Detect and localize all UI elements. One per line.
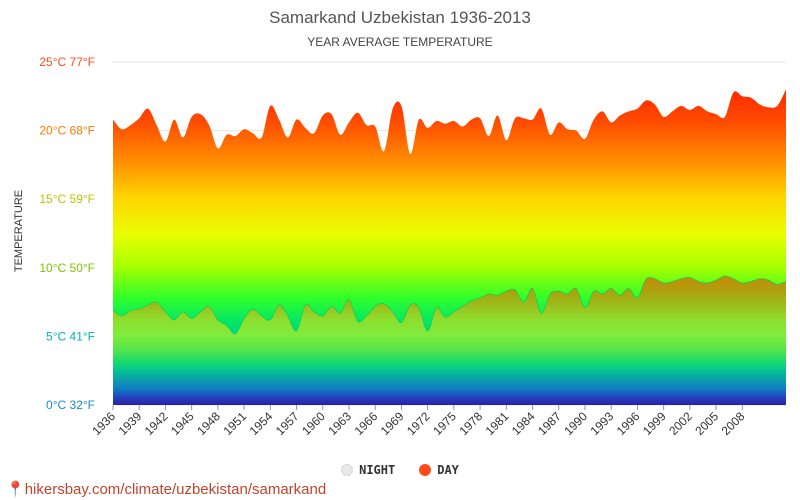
x-tick-label: 1960	[299, 409, 328, 438]
x-tick-label: 1936	[89, 409, 118, 438]
legend-item-day[interactable]: DAY	[419, 463, 459, 477]
x-tick-label: 1951	[220, 409, 249, 438]
x-tick-label: 1978	[456, 409, 485, 438]
x-tick-label: 1939	[116, 409, 145, 438]
y-tick-label: 15°C 59°F	[39, 192, 95, 206]
chart-subtitle: YEAR AVERAGE TEMPERATURE	[307, 35, 493, 49]
y-tick-label: 25°C 77°F	[39, 55, 95, 69]
x-tick-label: 1972	[404, 409, 433, 438]
x-tick-labels: 1936193919421945194819511954195719601963…	[89, 405, 748, 438]
x-tick-label: 2002	[666, 409, 695, 438]
day-legend-swatch	[419, 464, 432, 476]
x-tick-label: 1975	[430, 409, 459, 438]
x-tick-label: 1990	[561, 409, 590, 438]
x-tick-label: 1969	[378, 409, 407, 438]
chart-title: Samarkand Uzbekistan 1936-2013	[269, 8, 531, 27]
x-tick-label: 2005	[692, 409, 721, 438]
x-tick-label: 1999	[640, 409, 669, 438]
source-link[interactable]: 📍hikersbay.com/climate/uzbekistan/samark…	[6, 480, 326, 498]
x-tick-label: 1993	[588, 409, 617, 438]
x-tick-label: 1987	[535, 409, 564, 438]
x-tick-label: 1942	[142, 409, 171, 438]
map-pin-icon: 📍	[6, 481, 25, 498]
legend-label-night: NIGHT	[359, 463, 396, 477]
legend: NIGHT DAY	[0, 463, 800, 477]
data-areas	[112, 89, 787, 406]
y-tick-label: 10°C 50°F	[39, 261, 95, 275]
night-series-line	[112, 275, 787, 335]
legend-item-night[interactable]: NIGHT	[341, 463, 395, 477]
x-tick-label: 1996	[614, 409, 643, 438]
legend-label-day: DAY	[437, 463, 459, 477]
night-area	[113, 275, 786, 405]
y-tick-labels: 0°C 32°F 5°C 41°F 10°C 50°F 15°C 59°F 20°C 6…	[39, 55, 95, 412]
source-link-text: hikersbay.com/climate/uzbekistan/samarka…	[24, 481, 327, 498]
x-tick-label: 1963	[325, 409, 354, 438]
x-tick-label: 2008	[719, 409, 748, 438]
x-tick-label: 1954	[247, 409, 276, 438]
y-tick-label: 20°C 68°F	[39, 124, 95, 138]
x-tick-label: 1957	[273, 409, 302, 438]
temperature-area-chart: 0°C 32°F 5°C 41°F 10°C 50°F 15°C 59°F 20°C 6…	[39, 55, 787, 438]
x-tick-label: 1981	[483, 409, 512, 438]
x-tick-label: 1945	[168, 409, 197, 438]
x-tick-label: 1984	[509, 409, 538, 438]
x-tick-label: 1966	[352, 409, 381, 438]
night-legend-swatch	[341, 464, 354, 476]
x-tick-label: 1948	[194, 409, 223, 438]
y-tick-label: 5°C 41°F	[46, 329, 95, 343]
y-tick-label: 0°C 32°F	[46, 398, 95, 412]
